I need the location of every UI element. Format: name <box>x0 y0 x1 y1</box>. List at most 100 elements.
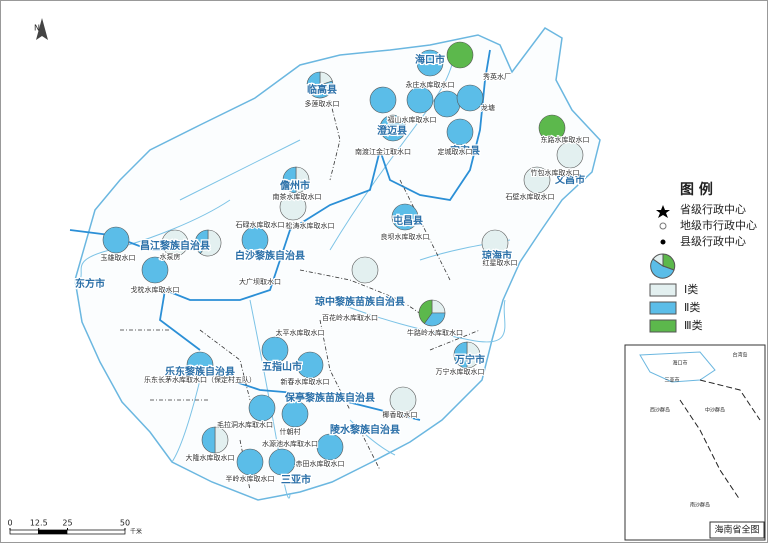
pie-slice <box>538 114 566 142</box>
station-label: 南茶水库取水口 <box>273 192 322 201</box>
pie-slice <box>281 400 309 428</box>
city-label: 昌江黎族自治县 <box>140 239 210 252</box>
city-label: 文昌市 <box>555 173 585 186</box>
legend-label: 县级行政中心 <box>680 234 746 248</box>
county-symbol <box>660 239 666 245</box>
station-label: 半岭水库取水口 <box>226 474 275 483</box>
pie-slice <box>453 341 468 369</box>
pie-slice <box>201 426 216 454</box>
pie-slice <box>316 433 344 461</box>
station-label: 秀英水厂 <box>483 72 511 81</box>
pie-slice <box>466 341 481 369</box>
station-label: 毛拉洞水库取水口 <box>217 420 273 429</box>
city-label: 万宁市 <box>454 353 485 366</box>
legend-title: 图 例 <box>680 181 713 198</box>
pie-slice <box>186 351 214 379</box>
legend-label: 地级市行政中心 <box>680 218 757 232</box>
pie-slice <box>279 193 307 221</box>
pie-slice <box>369 86 397 114</box>
station-label: 什朝村 <box>280 427 301 436</box>
legend-swatch <box>649 283 677 297</box>
pie-slice <box>268 448 296 476</box>
station-label: 良坝水库取水口 <box>381 232 430 241</box>
pie-slice <box>391 203 419 231</box>
pie-slice <box>456 84 484 112</box>
pie-slice <box>261 336 289 364</box>
city-label: 乐东黎族自治县 <box>165 365 235 378</box>
inset-label: 台湾岛 <box>732 352 747 359</box>
station-label: 松涛水库取水口 <box>286 221 335 230</box>
city-label: 保亭黎族苗族自治县 <box>284 391 375 404</box>
inset-label: 三亚市 <box>664 377 679 384</box>
station-label: 福山水库取水口 <box>388 115 437 124</box>
pie-slice <box>406 86 434 114</box>
legend-label: Ⅲ类 <box>684 318 703 332</box>
pie-slice <box>306 71 334 99</box>
station-label: 戈枕水库取水口 <box>131 285 180 294</box>
station-label: 大广坝取水口 <box>239 277 281 286</box>
pie-slice <box>418 299 433 324</box>
pie-slice <box>296 351 324 379</box>
station-label: 南渡江金江取水口 <box>355 147 411 156</box>
inset-label: 中沙群岛 <box>705 407 725 414</box>
city-label: 白沙黎族自治县 <box>235 249 305 262</box>
city-label: 琼中黎族苗族自治县 <box>315 295 405 308</box>
pie-slice <box>423 312 446 327</box>
pie-slice <box>248 394 276 422</box>
north-arrow: N <box>34 18 48 40</box>
city-label: 东方市 <box>75 277 105 290</box>
inset-label: 海口市 <box>672 360 687 367</box>
pie-slice <box>351 256 379 284</box>
city-label: 澄迈县 <box>377 124 407 137</box>
pie-slice <box>446 118 474 146</box>
pie-slice <box>102 226 130 254</box>
city-label: 陵水黎族自治县 <box>330 423 400 436</box>
station-label: 太平水库取水口 <box>276 328 325 337</box>
station-label: 石碌水库取水口 <box>236 220 285 229</box>
city-label: 三亚市 <box>281 473 311 486</box>
city-label: 海口市 <box>415 53 445 66</box>
station-label: 乐东长茅水库取水口（保定村五队） <box>144 375 256 384</box>
station-label: 竹包水库取水口 <box>531 168 580 177</box>
station-label: 牛路岭水库取水口 <box>407 328 463 337</box>
north-label: N <box>34 24 40 33</box>
pie-slice <box>236 448 264 476</box>
city-label: 儋州市 <box>280 179 310 192</box>
station-label: 椰香取水口 <box>383 410 418 419</box>
pie-slice <box>523 166 551 194</box>
legend-pie <box>652 253 664 267</box>
inset-label: 西沙群岛 <box>650 407 670 414</box>
inset-title: 海南省全图 <box>714 524 759 536</box>
pie-slice <box>282 166 297 194</box>
legend-pie <box>650 258 675 279</box>
island <box>74 27 601 501</box>
pie-slice <box>556 141 584 169</box>
pie-slice <box>161 229 189 257</box>
pie-slice <box>389 386 417 414</box>
pie-slice <box>433 90 461 118</box>
station-label: 龙塘 <box>481 103 495 112</box>
station-label: 红星取水口 <box>483 258 518 267</box>
pie-slice <box>446 41 474 69</box>
pie-slice <box>416 49 444 77</box>
station-label: 东路水库取水口 <box>541 135 590 144</box>
station-label: 水源池水库取水口 <box>262 439 318 448</box>
legend-label: Ⅱ类 <box>684 300 700 314</box>
city-symbol <box>659 222 667 230</box>
station-label: 赤田水库取水口 <box>296 459 345 468</box>
station-label: 石壁水库取水口 <box>506 192 555 201</box>
pie-slice <box>295 166 310 194</box>
pie-slice <box>141 256 169 284</box>
city-label: 五指山市 <box>262 360 302 373</box>
station-label: 百花岭水库取水口 <box>322 313 378 322</box>
pie-slice <box>214 426 229 454</box>
scale-label: 50 <box>120 519 130 528</box>
pie-slice <box>379 114 407 142</box>
pies <box>102 41 584 476</box>
province-symbol <box>656 205 670 218</box>
station-label: 大隆水库取水口 <box>186 453 235 462</box>
